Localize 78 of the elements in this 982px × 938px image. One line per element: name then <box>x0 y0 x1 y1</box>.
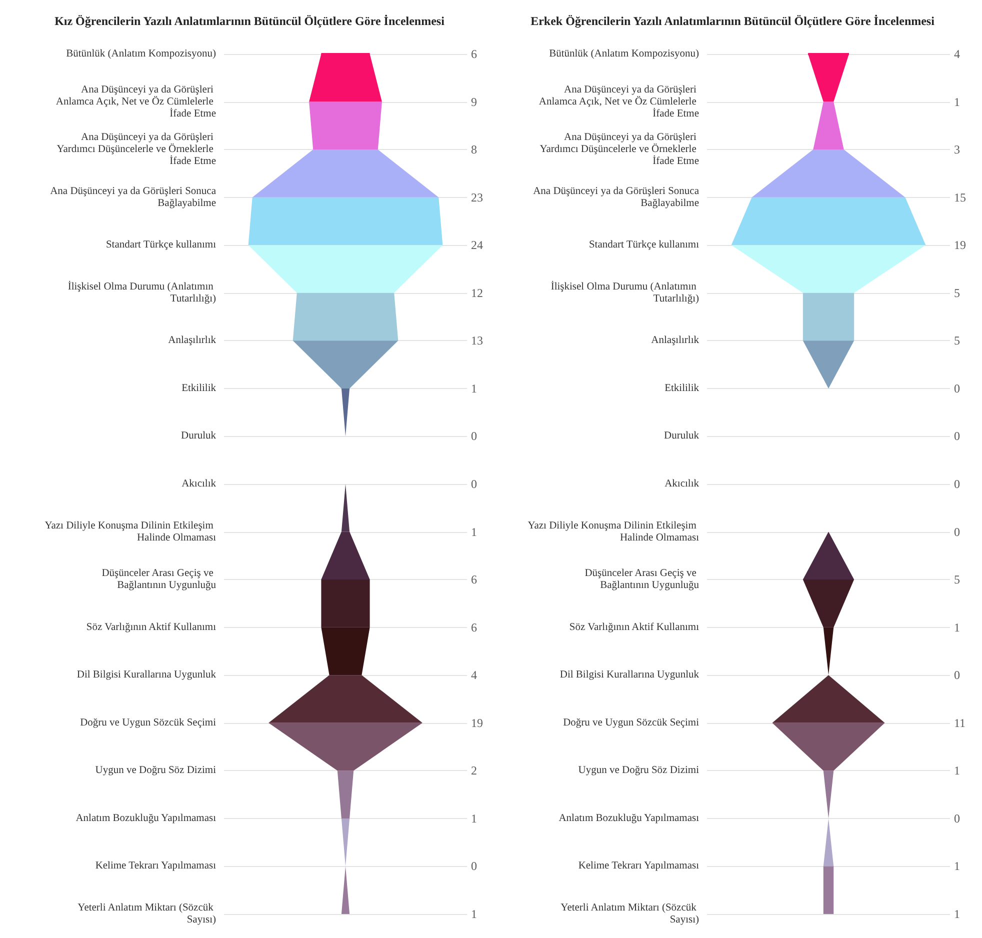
data-label: 6 <box>471 47 477 61</box>
data-label: 0 <box>954 811 960 826</box>
data-label: 19 <box>954 238 966 252</box>
data-label: 1 <box>954 620 960 634</box>
data-label: 11 <box>954 716 966 730</box>
data-label: 1 <box>954 94 960 109</box>
data-label: 0 <box>954 524 960 539</box>
category-label: Kelime Tekrarı Yapılmaması <box>578 860 700 872</box>
category-label: İlişkisel Olma Durumu (Anlatımın Tutarlılığı) <box>550 280 700 304</box>
category-label: Anlaşılırlık <box>168 335 217 346</box>
category-label: Ana Düşünceyi ya da Görüşleri Yardımcı Düşüncelerle ve Örneklerle İfade Etme <box>56 132 216 168</box>
category-label: Düşünceler Arası Geçiş ve Bağlantının Uygunluğu <box>102 568 217 592</box>
data-label: 4 <box>954 47 960 61</box>
category-label: Akıcılık <box>664 478 700 490</box>
category-label: Bütünlük (Anlatım Kompozisyonu) <box>66 48 216 60</box>
data-label: 8 <box>471 142 477 157</box>
data-label: 3 <box>954 142 960 157</box>
category-label: Ana Düşünceyi ya da Görüşleri Sonuca Bağlayabilme <box>533 186 700 209</box>
category-label: Anlatım Bozukluğu Yapılmaması <box>558 812 700 824</box>
data-label: 0 <box>471 859 477 874</box>
category-label: Söz Varlığının Aktif Kullanımı <box>86 622 216 633</box>
data-label: 5 <box>954 572 960 587</box>
data-label: 0 <box>954 381 960 396</box>
category-label: Etkililik <box>664 382 700 394</box>
category-label: Doğru ve Uygun Sözcük Seçimi <box>80 717 216 728</box>
category-label: Yazı Diliyle Konuşma Dilinin Etkileşim Halinde Olmaması <box>528 520 700 544</box>
category-label: Yeterli Anlatım Miktarı (Sözcük Sayısı) <box>560 902 700 926</box>
text: Kız Öğrencilerin Yazılı Anlatımlarının Bütüncül Ölçütlere Göre İncelenmesi <box>54 14 446 28</box>
data-label: 13 <box>471 334 483 348</box>
category-label: Bütünlük (Anlatım Kompozisyonu) <box>549 48 700 60</box>
category-label: Duruluk <box>664 430 700 442</box>
data-label: 12 <box>471 286 483 300</box>
category-label: Ana Düşünceyi ya da Görüşleri Sonuca Bağlayabilme <box>50 186 216 209</box>
data-label: 5 <box>954 286 960 300</box>
data-label: 1 <box>471 811 477 826</box>
category-label: Düşünceler Arası Geçiş ve Bağlantının Uygunluğu <box>584 568 700 592</box>
data-label: 0 <box>471 477 477 491</box>
category-label: Ana Düşünceyi ya da Görüşleri Anlamca Açık, Net ve Öz Cümlelerle İfade Etme <box>538 84 700 120</box>
data-label: 24 <box>471 238 483 252</box>
data-label: 4 <box>471 668 477 682</box>
data-label: 15 <box>954 190 966 204</box>
data-label: 1 <box>954 859 960 874</box>
data-label: 23 <box>471 190 483 204</box>
data-label: 1 <box>471 907 477 921</box>
data-label: 0 <box>954 668 960 682</box>
text: Erkek Öğrencilerin Yazılı Anlatımlarının Bütüncül Ölçütlere Göre İncelenmesi <box>530 14 936 28</box>
category-label: Söz Varlığının Aktif Kullanımı <box>569 622 700 633</box>
category-label: Dil Bilgisi Kurallarına Uygunluk <box>76 670 217 681</box>
category-label: Uygun ve Doğru Söz Dizimi <box>578 765 700 776</box>
data-label: 0 <box>954 477 960 491</box>
data-label: 0 <box>954 429 960 444</box>
category-label: Standart Türkçe kullanımı <box>588 240 700 251</box>
category-label: Uygun ve Doğru Söz Dizimi <box>95 765 216 776</box>
data-label: 5 <box>954 334 960 348</box>
data-label: 6 <box>471 572 477 587</box>
category-label: Akıcılık <box>182 478 217 490</box>
category-label: Doğru ve Uygun Sözcük Seçimi <box>563 717 700 728</box>
data-label: 1 <box>954 907 960 921</box>
data-label: 0 <box>471 429 477 444</box>
category-label: Yeterli Anlatım Miktarı (Sözcük Sayısı) <box>78 902 216 926</box>
category-label: Ana Düşünceyi ya da Görüşleri Anlamca Açık, Net ve Öz Cümlelerle İfade Etme <box>56 84 216 120</box>
data-label: 2 <box>471 764 477 778</box>
data-label: 6 <box>471 620 477 634</box>
data-label: 19 <box>471 716 483 730</box>
category-label: Kelime Tekrarı Yapılmaması <box>95 860 216 872</box>
category-label: Anlaşılırlık <box>651 335 700 346</box>
category-label: Yazı Diliyle Konuşma Dilinin Etkileşim Halinde Olmaması <box>44 520 216 544</box>
category-label: İlişkisel Olma Durumu (Anlatımın Tutarlılığı) <box>68 280 216 304</box>
category-label: Ana Düşünceyi ya da Görüşleri Yardımcı Düşüncelerle ve Örneklerle İfade Etme <box>540 132 700 168</box>
category-label: Anlatım Bozukluğu Yapılmaması <box>76 812 216 824</box>
data-label: 1 <box>471 524 477 539</box>
category-label: Standart Türkçe kullanımı <box>106 240 216 251</box>
category-label: Etkililik <box>182 382 217 394</box>
category-label: Dil Bilgisi Kurallarına Uygunluk <box>560 670 700 681</box>
category-label: Duruluk <box>181 430 217 442</box>
data-label: 9 <box>471 94 477 109</box>
data-label: 1 <box>471 381 477 396</box>
data-label: 1 <box>954 764 960 778</box>
